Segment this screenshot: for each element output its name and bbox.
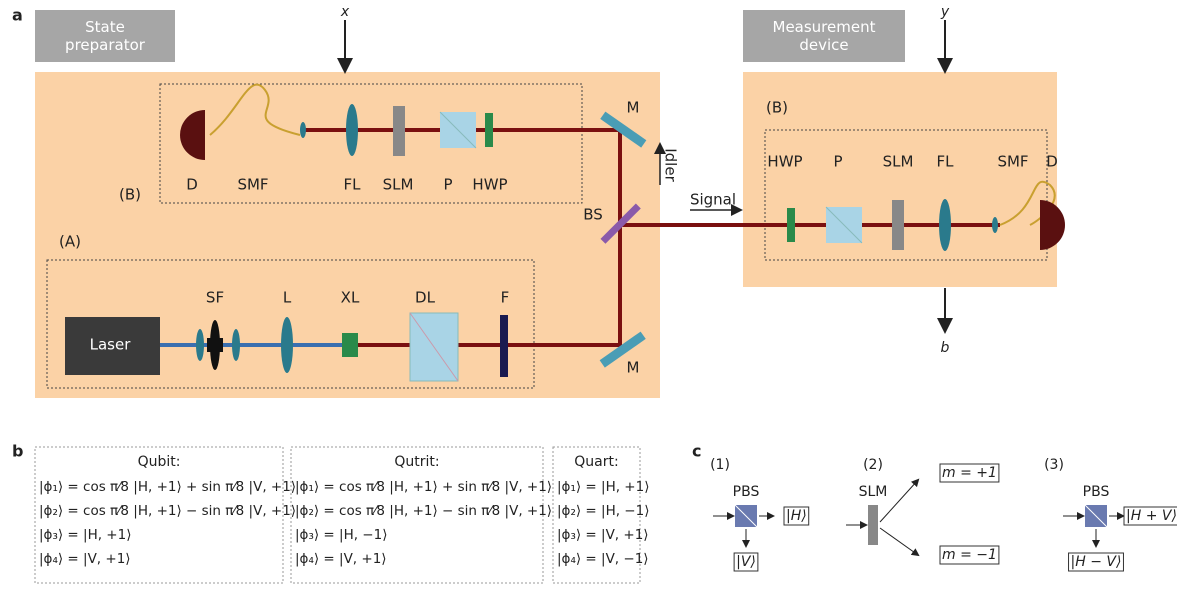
state-line: |ϕ₄⟩ = |V, −1⟩: [557, 551, 649, 567]
output-b: b: [941, 340, 950, 356]
panel-label: c: [692, 442, 701, 461]
component-label: SF: [206, 289, 224, 307]
component-label: D: [1046, 153, 1058, 171]
component-label: D: [186, 176, 198, 194]
box-title: Qutrit:: [394, 454, 439, 470]
component-label: (A): [59, 233, 81, 251]
component-label: L: [283, 289, 292, 307]
output-label: m = +1: [942, 465, 997, 481]
panel-label: a: [12, 6, 23, 25]
state-line: |ϕ₂⟩ = cos π⁄8 |H, +1⟩ − sin π⁄8 |V, +1⟩: [39, 503, 296, 519]
element-label: PBS: [1083, 484, 1110, 500]
box-title: Qubit:: [138, 454, 181, 470]
state-line: |ϕ₄⟩ = |V, +1⟩: [39, 551, 131, 567]
component-label: M: [627, 99, 640, 117]
item-number: (2): [863, 457, 883, 473]
element-label: SLM: [859, 484, 888, 500]
element-label: PBS: [733, 484, 760, 500]
component-label: (B): [119, 186, 141, 204]
component-label: XL: [341, 289, 360, 307]
component-label: SLM: [883, 153, 914, 171]
component-label: Idler: [662, 148, 680, 182]
state-line: |ϕ₃⟩ = |H, +1⟩: [39, 527, 131, 543]
output-label: |H − V⟩: [1071, 554, 1122, 570]
panel-label: b: [12, 442, 23, 461]
component-label: P: [443, 176, 452, 194]
output-label: |H⟩: [786, 508, 807, 524]
state-line: |ϕ₁⟩ = cos π⁄8 |H, +1⟩ + sin π⁄8 |V, +1⟩: [295, 479, 552, 495]
component-label: HWP: [472, 176, 507, 194]
component-label: (B): [766, 99, 788, 117]
input-y: y: [940, 4, 950, 20]
box-title: Quart:: [574, 454, 618, 470]
meas-bg: [743, 72, 1057, 287]
output-label: m = −1: [942, 547, 997, 563]
state-line: |ϕ₂⟩ = |H, −1⟩: [557, 503, 649, 519]
item-number: (3): [1044, 457, 1064, 473]
component-label: SLM: [383, 176, 414, 194]
component-label: Signal: [690, 191, 736, 209]
component-label: Laser: [90, 336, 132, 354]
state-line: |ϕ₂⟩ = cos π⁄8 |H, +1⟩ − sin π⁄8 |V, +1⟩: [295, 503, 552, 519]
component-label: DL: [415, 289, 436, 307]
state-line: |ϕ₃⟩ = |H, −1⟩: [295, 527, 387, 543]
item-number: (1): [710, 457, 730, 473]
input-x: x: [340, 4, 350, 20]
state-line: |ϕ₃⟩ = |V, +1⟩: [557, 527, 649, 543]
state-line: |ϕ₄⟩ = |V, +1⟩: [295, 551, 387, 567]
state-line: |ϕ₁⟩ = |H, +1⟩: [557, 479, 649, 495]
figure: aStatepreparatorMeasurementdevicexybDSMF…: [0, 0, 1177, 585]
output-label: |V⟩: [736, 554, 756, 570]
component-label: SMF: [237, 176, 268, 194]
component-label: F: [501, 289, 510, 307]
component-label: P: [833, 153, 842, 171]
component-label: FL: [344, 176, 362, 194]
component-label: FL: [937, 153, 955, 171]
output-label: |H + V⟩: [1126, 508, 1177, 524]
state-line: |ϕ₁⟩ = cos π⁄8 |H, +1⟩ + sin π⁄8 |V, +1⟩: [39, 479, 296, 495]
component-label: SMF: [997, 153, 1028, 171]
component-label: HWP: [767, 153, 802, 171]
component-label: M: [627, 359, 640, 377]
component-label: BS: [583, 206, 603, 224]
